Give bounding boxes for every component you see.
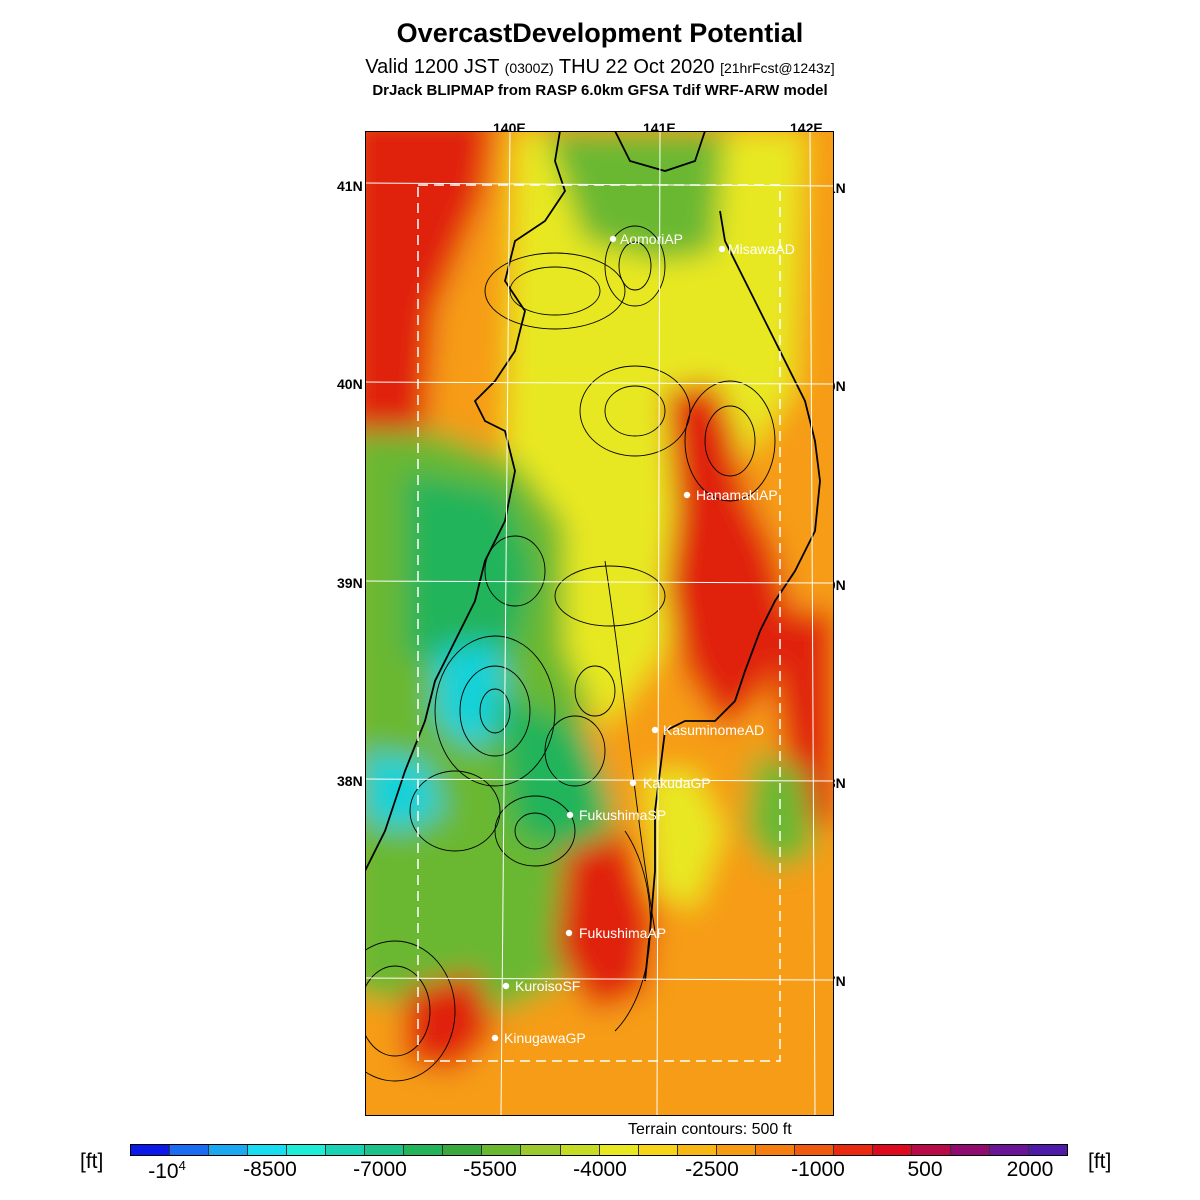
- colorbar-swatch: [1029, 1145, 1068, 1155]
- station-label: KasuminomeAD: [663, 722, 764, 738]
- valid-utc: (0300Z): [504, 60, 554, 76]
- colorbar-swatch: [599, 1145, 639, 1155]
- valid-time-line: Valid 1200 JST (0300Z) THU 22 Oct 2020 […: [0, 56, 1200, 79]
- terrain-contours: [365, 225, 776, 1082]
- colorbar-swatch: [833, 1145, 873, 1155]
- colorbar-tick-4: -5500: [463, 1158, 517, 1181]
- station-label: AomoriAP: [620, 231, 683, 247]
- map-frame: [365, 131, 834, 1116]
- terrain-note: Terrain contours: 500 ft: [628, 1121, 792, 1138]
- colorbar-swatch: [287, 1145, 327, 1155]
- colorbar-tick-8: 500: [907, 1158, 943, 1181]
- colorbar-tick-3: -7000: [353, 1158, 407, 1181]
- field-region: [665, 381, 795, 731]
- colorbar-swatch: [990, 1145, 1030, 1155]
- valid-date: THU 22 Oct 2020: [558, 56, 715, 78]
- station-label: KakudaGP: [643, 775, 711, 791]
- lat-label-38n-left: 38N: [337, 773, 363, 789]
- stations: AomoriAP MisawaAD HanamakiAP KasuminomeA…: [491, 231, 795, 1046]
- station-label: FukushimaAP: [579, 925, 666, 941]
- station-label: KuroisoSF: [515, 978, 580, 994]
- lat-label-40n-left: 40N: [337, 376, 363, 392]
- map-panel: AomoriAP MisawaAD HanamakiAP KasuminomeA…: [365, 131, 834, 1116]
- colorbar-tick-1: -104: [148, 1158, 186, 1184]
- map-title: OvercastDevelopment Potential: [396, 18, 804, 48]
- station-label: FukushimaSP: [579, 807, 666, 823]
- colorbar-unit-left: [ft]: [80, 1150, 104, 1173]
- colorbar-tick-2: -8500: [243, 1158, 297, 1181]
- colorbar-swatch: [248, 1145, 288, 1155]
- station-dot: [609, 235, 617, 243]
- inner-domain-box: [417, 184, 781, 1062]
- field-region: [435, 641, 515, 751]
- potential-field: [365, 131, 834, 1116]
- tick-exponent: 4: [178, 1158, 186, 1173]
- model-line: DrJack BLIPMAP from RASP 6.0km GFSA Tdif…: [372, 82, 828, 99]
- colorbar-swatch: [365, 1145, 405, 1155]
- colorbar-swatch: [521, 1145, 561, 1155]
- graticule: [365, 131, 834, 1116]
- colorbar-swatch: [755, 1145, 795, 1155]
- station-label: MisawaAD: [728, 241, 795, 257]
- field-region: [535, 371, 685, 731]
- colorbar-swatch: [404, 1145, 444, 1155]
- colorbar-tick-9: 2000: [1006, 1158, 1054, 1181]
- station-dot: [566, 811, 574, 819]
- field-region: [555, 831, 655, 1011]
- colorbar-swatch: [794, 1145, 834, 1155]
- station-dot: [629, 779, 637, 787]
- station-dot: [683, 491, 691, 499]
- station-dot: [502, 982, 510, 990]
- station-label: KinugawaGP: [504, 1030, 586, 1046]
- colorbar-swatch: [716, 1145, 756, 1155]
- valid-prefix: Valid 1200 JST: [365, 56, 500, 78]
- field-region: [365, 751, 445, 831]
- station-dot: [718, 245, 726, 253]
- colorbar-swatch: [209, 1145, 249, 1155]
- forecast-info: [21hrFcst@1243z]: [720, 60, 835, 76]
- colorbar: [130, 1144, 1068, 1156]
- colorbar-swatch: [170, 1145, 210, 1155]
- colorbar-swatch: [638, 1145, 678, 1155]
- colorbar-swatch: [872, 1145, 912, 1155]
- map-svg: AomoriAP MisawaAD HanamakiAP KasuminomeA…: [365, 131, 834, 1116]
- colorbar-swatch: [443, 1145, 483, 1155]
- station-label: HanamakiAP: [696, 487, 778, 503]
- colorbar-swatch: [677, 1145, 717, 1155]
- station-dot: [651, 726, 659, 734]
- colorbar-unit-right: [ft]: [1088, 1150, 1112, 1173]
- lat-label-41n-left: 41N: [337, 178, 363, 194]
- colorbar-swatch: [131, 1145, 171, 1155]
- colorbar-swatch: [911, 1145, 951, 1155]
- field-region: [645, 771, 725, 911]
- colorbar-tick-7: -1000: [791, 1158, 845, 1181]
- field-region: [405, 971, 495, 1071]
- station-dot: [565, 929, 573, 937]
- field-region: [545, 131, 725, 261]
- colorbar-swatch: [560, 1145, 600, 1155]
- field-region: [495, 691, 615, 851]
- colorbar-tick-5: -4000: [573, 1158, 627, 1181]
- tick-base: -10: [148, 1160, 179, 1183]
- field-region: [365, 131, 493, 446]
- lat-label-39n-left: 39N: [337, 575, 363, 591]
- colorbar-swatch: [482, 1145, 522, 1155]
- station-dot: [491, 1034, 499, 1042]
- colorbar-tick-6: -2500: [685, 1158, 739, 1181]
- colorbar-swatch: [326, 1145, 366, 1155]
- colorbar-swatch: [950, 1145, 991, 1155]
